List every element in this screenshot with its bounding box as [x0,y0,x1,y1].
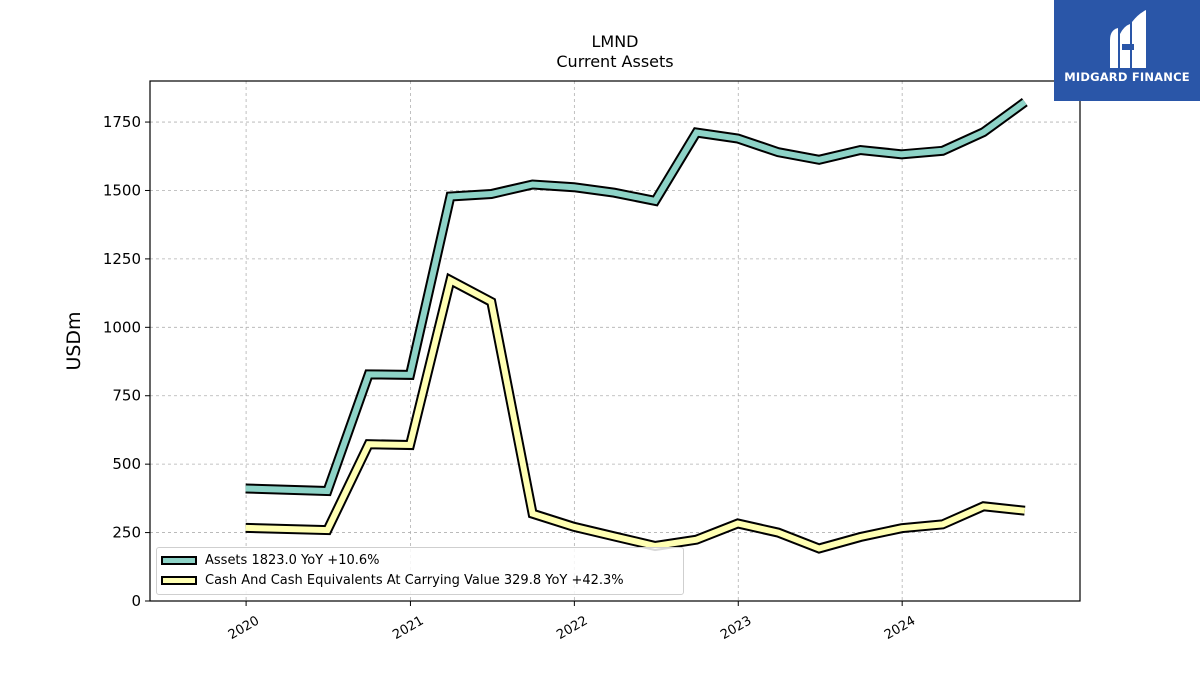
series-outline-1 [245,272,1026,554]
brand-logo: MIDGARD FINANCE [1054,0,1200,101]
y-axis-label: USDm [63,311,85,370]
x-tick-label: 2024 [882,613,918,643]
series-line-0 [245,99,1027,495]
plot-frame [149,80,1081,602]
x-axis: 2020 2021 2022 2023 2024 [226,601,918,643]
chart-title: LMND [591,32,639,51]
chart-subtitle: Current Assets [556,52,674,71]
x-tick-label: 2020 [226,613,262,643]
legend-item-assets: Assets 1823.0 YoY +10.6% [161,550,380,570]
legend-label-cash: Cash And Cash Equivalents At Carrying Va… [205,572,624,588]
x-tick-label: 2021 [390,613,426,643]
y-tick-label: 1500 [103,181,141,199]
series-outline-0 [245,98,1028,497]
y-axis: 0 250 500 750 1000 1250 1500 1750 [103,113,150,610]
y-tick-label: 1750 [103,113,141,131]
logo-mark-icon [1110,10,1146,68]
legend: Assets 1823.0 YoY +10.6% Cash And Cash E… [156,547,684,595]
y-tick-label: 250 [112,524,141,542]
legend-swatch-cash [161,575,197,585]
y-tick-label: 1000 [103,318,141,336]
y-tick-label: 1250 [103,250,141,268]
y-tick-label: 500 [112,455,141,473]
series-line-1 [245,275,1026,552]
y-tick-label: 0 [131,592,141,610]
logo-text: MIDGARD FINANCE [1064,70,1190,84]
legend-item-cash: Cash And Cash Equivalents At Carrying Va… [161,570,624,590]
x-tick-label: 2023 [718,613,754,643]
legend-label-assets: Assets 1823.0 YoY +10.6% [205,552,380,568]
series-lines [245,98,1028,554]
y-tick-label: 750 [112,387,141,405]
legend-swatch-assets [161,555,197,565]
x-tick-label: 2022 [554,613,590,643]
